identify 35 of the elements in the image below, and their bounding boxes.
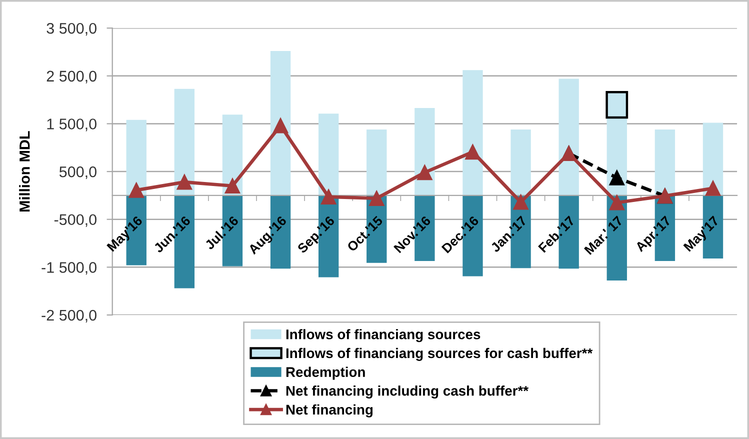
bar [366, 129, 387, 196]
y-tick-label: -1 500,0 [42, 262, 96, 275]
point [465, 144, 480, 160]
point [368, 190, 384, 206]
bar [654, 129, 676, 196]
point [705, 180, 721, 196]
point [609, 194, 625, 210]
point [128, 182, 144, 198]
point [272, 118, 288, 134]
bar [318, 114, 339, 196]
bar [558, 78, 579, 196]
y-tick-label: -500,0 [54, 214, 96, 227]
bar [510, 129, 531, 196]
bar [174, 88, 195, 196]
y-tick-label: 1 500,0 [47, 118, 96, 132]
point [176, 174, 192, 190]
y-tick-label: -2 500,0 [42, 310, 96, 322]
point [417, 164, 432, 180]
point [609, 170, 625, 186]
legend-label: Redemption [286, 366, 365, 380]
legend-label: Inflows of financiang sources for cash buffer** [286, 348, 593, 361]
legend-label: Net financing including cash buffer** [286, 386, 529, 399]
y-tick-label: 3 500,0 [46, 22, 96, 36]
point [513, 194, 528, 210]
bar [270, 51, 291, 196]
legend-label: Net financing [286, 404, 373, 418]
point [320, 189, 336, 205]
bar [126, 120, 146, 196]
point [224, 178, 240, 194]
bar [462, 70, 483, 196]
legend-label: Inflows of financiang sources [286, 329, 480, 342]
y-tick-label: 500,0 [59, 166, 96, 180]
y-axis-title: Million MDL [19, 131, 30, 212]
y-tick-label: 2 500,0 [46, 70, 96, 84]
bar [414, 108, 435, 196]
